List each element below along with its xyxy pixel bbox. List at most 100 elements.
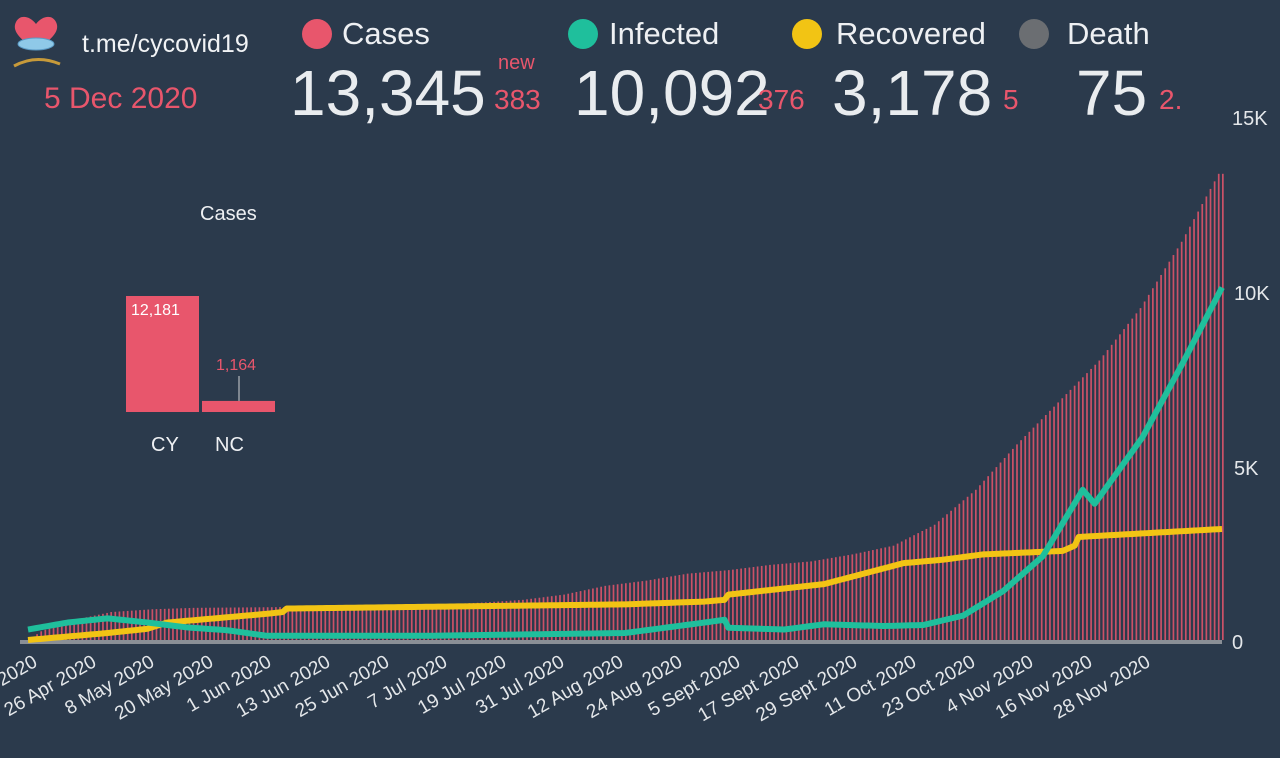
cases-bar	[987, 476, 990, 640]
cases-bar	[60, 623, 63, 640]
cases-bar	[242, 607, 244, 640]
cases-bar	[571, 592, 574, 640]
cases-bar	[1168, 261, 1171, 640]
cases-bar	[357, 605, 360, 640]
cases-bar	[633, 582, 635, 640]
cases-bar	[1057, 402, 1060, 640]
cases-bar	[760, 565, 763, 640]
legend-cases-label: Cases	[342, 16, 430, 51]
cases-bar	[291, 606, 294, 640]
cases-bar	[1086, 373, 1088, 640]
y-tick-10k: 10K	[1234, 283, 1270, 305]
cases-bar	[423, 604, 425, 640]
cases-bar	[493, 601, 495, 640]
cases-bar	[863, 551, 866, 640]
cases-bar	[295, 606, 298, 640]
cases-bar	[447, 604, 450, 640]
cases-bar	[806, 561, 808, 640]
cases-bar	[839, 556, 841, 640]
cases-bar	[826, 558, 829, 640]
cases-bar	[575, 591, 578, 640]
cases-bar	[732, 569, 734, 640]
cases-bar	[657, 578, 660, 640]
legend-recovered-label: Recovered	[836, 16, 986, 51]
y-tick-5k: 5K	[1234, 458, 1259, 480]
cases-bar	[818, 560, 821, 640]
cases-bar	[345, 605, 347, 640]
cases-bar	[1090, 368, 1092, 640]
cases-bar	[386, 605, 388, 640]
cases-bar	[1213, 181, 1216, 641]
cases-bar	[320, 606, 323, 640]
cases-bar	[1127, 323, 1129, 640]
cases-bar	[468, 603, 471, 640]
cases-bar	[723, 570, 726, 640]
cases-bar	[859, 552, 862, 640]
cases-bar	[1180, 241, 1183, 640]
inset-value-nc: 1,164	[216, 357, 257, 374]
cases-bar	[756, 566, 759, 640]
cases-bar	[1164, 268, 1167, 640]
cases-bar	[892, 545, 895, 640]
cases-bar	[855, 553, 858, 640]
cases-bar	[1110, 344, 1113, 640]
cases-bar	[200, 607, 203, 640]
cases-total: 13,345	[290, 57, 486, 129]
cases-bar	[649, 579, 652, 640]
inset-value-cy: 12,181	[131, 302, 180, 319]
cases-bar	[398, 605, 401, 640]
cases-bar	[625, 583, 627, 640]
cases-bar	[600, 586, 602, 640]
cases-bar	[419, 604, 421, 640]
cases-bar	[1131, 318, 1134, 640]
cases-bar	[1020, 440, 1022, 640]
cases-bar	[205, 607, 207, 640]
cases-bar	[550, 596, 553, 640]
report-date: 5 Dec 2020	[44, 82, 198, 115]
cases-bar	[102, 613, 104, 640]
channel-link[interactable]: t.me/cycovid19	[82, 30, 249, 58]
cases-bar	[966, 496, 969, 640]
cases-bar	[52, 626, 55, 640]
cases-bar	[456, 603, 458, 640]
cases-bar	[715, 571, 718, 640]
cases-bar	[769, 564, 771, 640]
cases-bar	[884, 547, 887, 640]
cases-bar	[135, 610, 137, 640]
cases-bar	[703, 572, 705, 640]
cases-bar	[736, 569, 738, 640]
inset-bar-cy	[126, 296, 199, 412]
cases-bar	[764, 565, 767, 640]
cases-bar	[785, 563, 788, 640]
cases-bar	[682, 574, 685, 640]
cases-bar	[719, 570, 722, 640]
cases-bar	[950, 510, 952, 640]
cases-bar	[517, 600, 520, 640]
cases-bar	[283, 607, 285, 640]
cases-bar	[431, 604, 434, 640]
cases-bar	[85, 617, 88, 640]
legend-death-label: Death	[1067, 16, 1150, 51]
cases-bar	[810, 561, 812, 640]
legend-infected-dot	[568, 19, 598, 49]
cases-bar	[530, 598, 532, 640]
cases-bar	[513, 600, 516, 640]
cases-bar	[382, 605, 384, 640]
cases-bar	[612, 584, 615, 640]
cases-bar	[983, 480, 985, 640]
cases-bar	[497, 601, 500, 640]
cases-bar	[89, 616, 92, 640]
cases-bar	[872, 550, 874, 640]
inset-category-nc: NC	[215, 434, 244, 456]
new-label: new	[498, 52, 535, 74]
cases-bar	[349, 605, 351, 640]
cases-bar	[73, 619, 75, 640]
cases-bar	[65, 622, 67, 640]
cases-bar	[217, 607, 220, 640]
cases-bar	[225, 607, 228, 640]
cases-bar	[904, 539, 907, 640]
cases-bar	[921, 531, 924, 640]
death-total: 75	[1076, 57, 1148, 129]
cases-bar	[777, 564, 780, 640]
